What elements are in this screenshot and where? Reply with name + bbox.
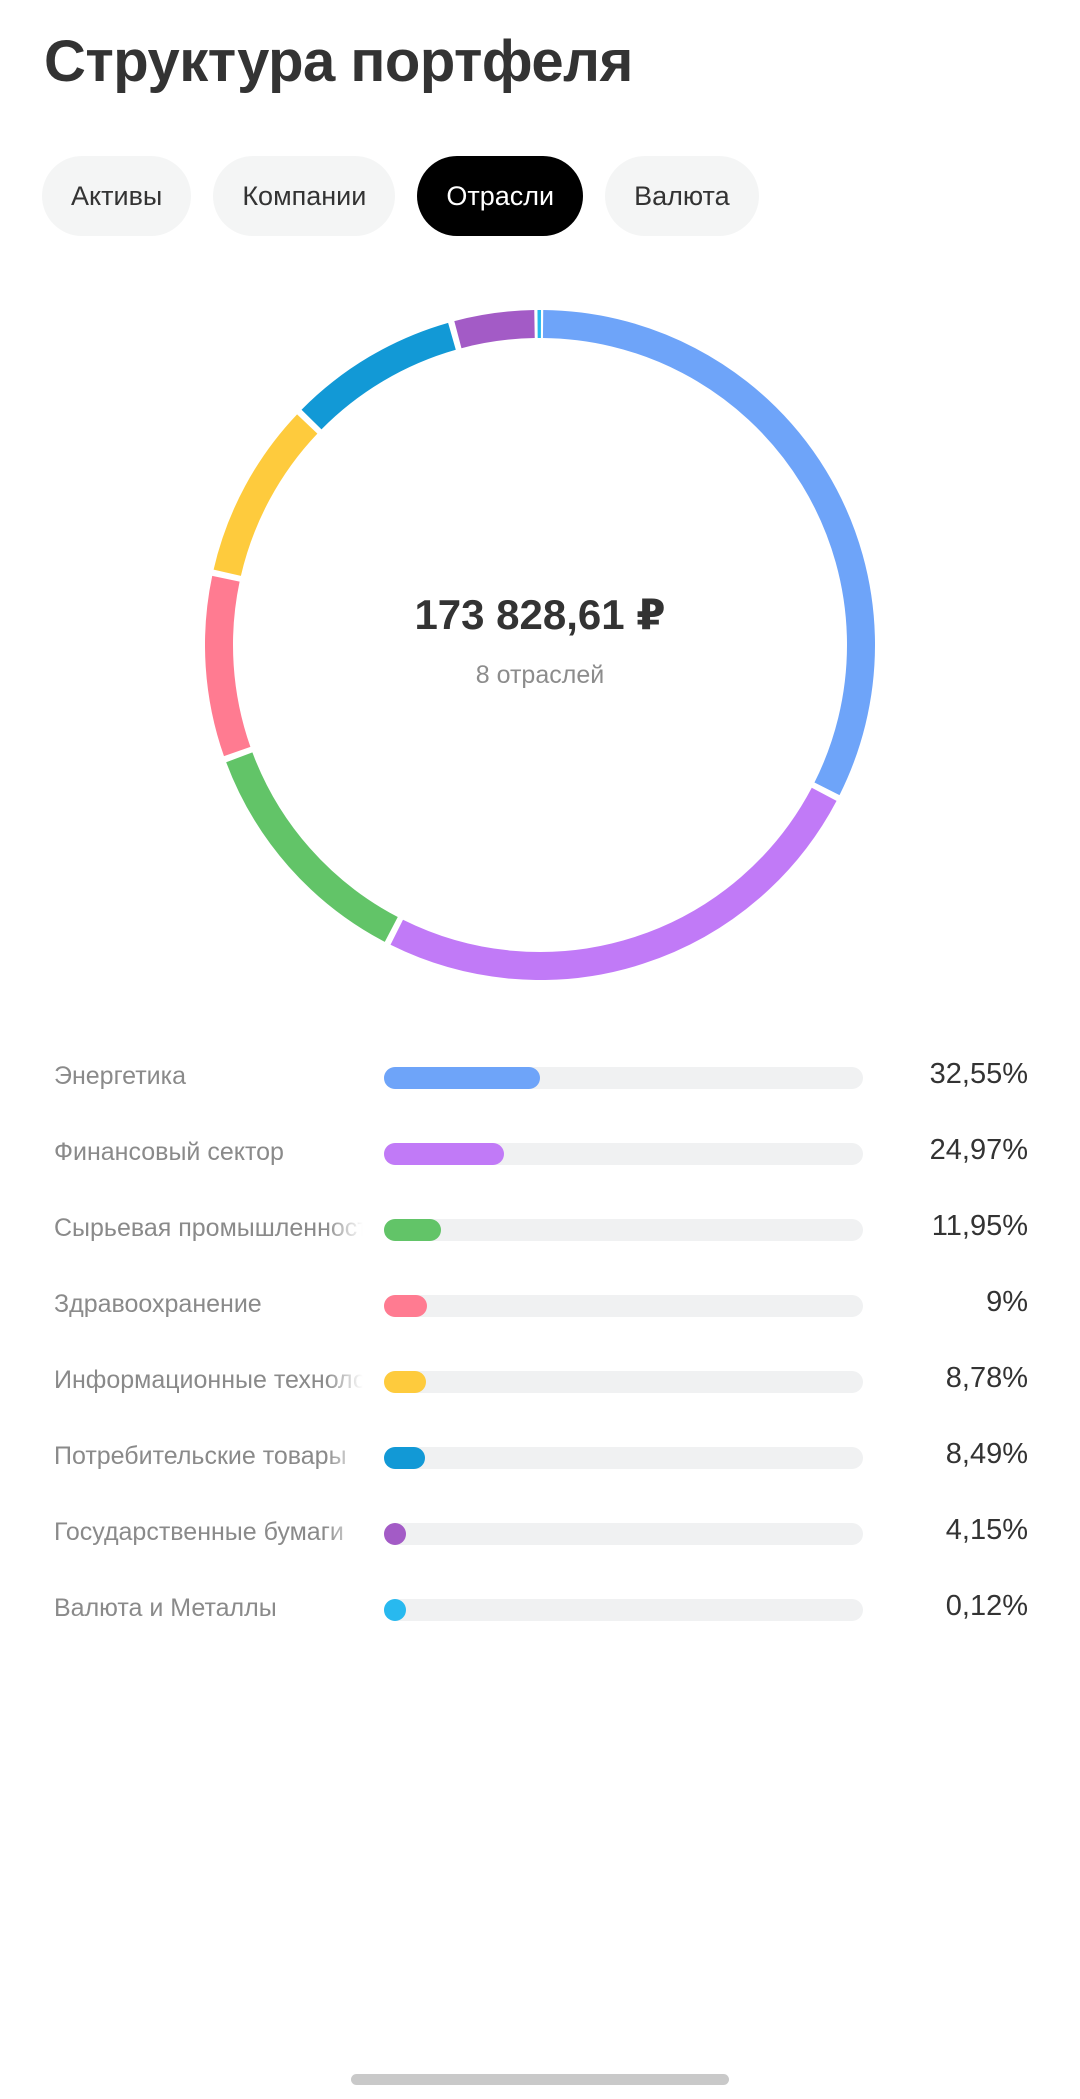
donut-chart-svg <box>205 310 875 980</box>
sector-name: Финансовый сектор <box>54 1138 284 1166</box>
sector-percent: 32,55% <box>929 1058 1028 1090</box>
sector-bar-track <box>384 1523 863 1545</box>
sectors-count: 8 отраслей <box>475 661 605 689</box>
donut-segment[interactable] <box>213 414 318 577</box>
portfolio-total: 173 828,61 ₽ <box>414 591 666 638</box>
donut-center: 173 828,61 ₽ 8 отраслей <box>205 310 875 980</box>
sector-row[interactable]: Потребительские товары 8,49% <box>0 1418 1080 1494</box>
sector-bar-track <box>384 1599 863 1621</box>
sector-name: Здравоохранение <box>54 1290 262 1318</box>
sector-bar-track <box>384 1143 863 1165</box>
sector-bar-fill <box>384 1523 406 1545</box>
sector-row[interactable]: Информационные технологии 8,78% <box>0 1342 1080 1418</box>
sector-name: Государственные бумаги <box>54 1518 344 1546</box>
sector-name: Сырьевая промышленность <box>54 1214 363 1242</box>
sector-row[interactable]: Энергетика 32,55% <box>0 1038 1080 1114</box>
sector-bar-fill <box>384 1143 504 1165</box>
sector-name: Энергетика <box>54 1062 187 1090</box>
sector-row[interactable]: Валюта и Металлы 0,12% <box>0 1570 1080 1646</box>
sector-breakdown-list: Энергетика 32,55% Финансовый сектор 24,97% С… <box>0 1038 1080 1646</box>
sector-name: Потребительские товары <box>54 1442 347 1470</box>
sector-bar-fill <box>384 1599 406 1621</box>
page-title: Структура портфеля <box>44 29 633 94</box>
tab-companies[interactable]: Компании <box>213 156 396 236</box>
sector-percent: 9% <box>986 1286 1028 1318</box>
sector-row[interactable]: Финансовый сектор 24,97% <box>0 1114 1080 1190</box>
sector-bar-track <box>384 1219 863 1241</box>
tab-assets[interactable]: Активы <box>42 156 192 236</box>
tab-sectors[interactable]: Отрасли <box>417 156 584 236</box>
sector-bar-fill <box>384 1447 425 1469</box>
sector-row[interactable]: Сырьевая промышленность 11,95% <box>0 1190 1080 1266</box>
sector-percent: 11,95% <box>931 1210 1028 1242</box>
sector-bar-track <box>384 1447 863 1469</box>
sector-row[interactable]: Здравоохранение 9% <box>0 1266 1080 1342</box>
sector-row[interactable]: Государственные бумаги 4,15% <box>0 1494 1080 1570</box>
sector-bar-track <box>384 1295 863 1317</box>
tab-currency[interactable]: Валюта <box>605 156 759 236</box>
sector-bar-fill <box>384 1067 540 1089</box>
sector-percent: 0,12% <box>945 1590 1028 1622</box>
sector-bar-fill <box>384 1295 428 1317</box>
donut-segment[interactable] <box>301 322 456 430</box>
donut-segment[interactable] <box>205 575 251 757</box>
sector-bar-track <box>384 1371 863 1393</box>
sector-percent: 24,97% <box>929 1134 1028 1166</box>
donut-segment[interactable] <box>454 310 535 349</box>
donut-segment[interactable] <box>390 787 837 980</box>
sector-percent: 8,49% <box>945 1438 1028 1470</box>
donut-segment[interactable] <box>226 752 398 942</box>
sector-name: Информационные технологии <box>54 1366 363 1394</box>
sector-bar-fill <box>384 1219 442 1241</box>
sector-percent: 8,78% <box>945 1362 1028 1394</box>
sector-bar-fill <box>384 1371 427 1393</box>
donut-chart: 173 828,61 ₽ 8 отраслей <box>205 310 875 980</box>
donut-segment[interactable] <box>542 310 875 796</box>
sector-name: Валюта и Металлы <box>54 1594 277 1622</box>
sector-bar-track <box>384 1067 863 1089</box>
sector-percent: 4,15% <box>945 1514 1028 1546</box>
home-indicator[interactable] <box>351 2074 729 2085</box>
tab-bar: Активы Компании Отрасли Валюта <box>42 156 759 236</box>
